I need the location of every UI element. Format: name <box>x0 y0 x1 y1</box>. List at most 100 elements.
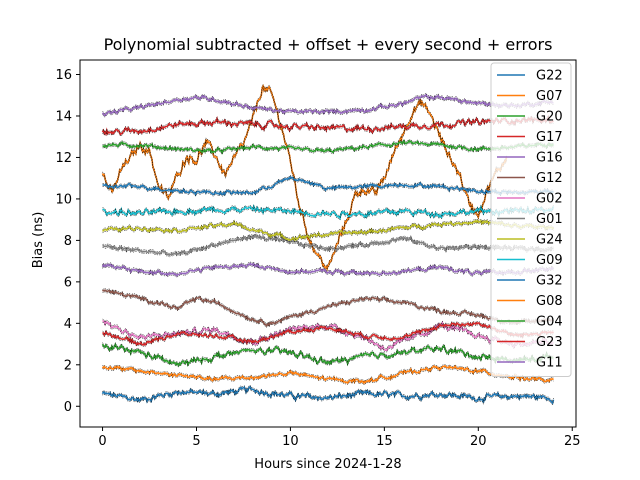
legend-box <box>490 62 572 377</box>
plot-area <box>101 83 555 406</box>
series-line-g32 <box>102 175 555 197</box>
x-tick-label: 0 <box>98 434 106 449</box>
error-lower-g32 <box>102 178 554 197</box>
series-g20 <box>102 138 555 156</box>
series-g22 <box>101 385 555 406</box>
series-line-g23 <box>102 321 555 347</box>
legend-item-g08: G08 <box>497 294 563 309</box>
x-tick-label: 15 <box>376 434 393 449</box>
error-lower-g08 <box>102 367 554 386</box>
series-line-g08 <box>101 364 554 385</box>
legend-item-g22: G22 <box>497 69 563 84</box>
legend-label: G04 <box>536 315 563 330</box>
legend-label: G20 <box>536 110 563 125</box>
legend-item-g04: G04 <box>497 315 563 330</box>
legend-label: G23 <box>536 335 563 350</box>
series-g07 <box>101 83 508 272</box>
legend-label: G17 <box>536 130 563 145</box>
y-tick-label: 12 <box>55 151 72 166</box>
series-line-g07 <box>101 83 508 272</box>
series-line-g01 <box>102 233 554 257</box>
legend: G22 G07 G20 G17 G16 G12 G02 G01 G24 G09 G32 G08 G04 G… <box>490 62 572 377</box>
axes: 0 5 10 15 20 25 0 2 4 6 8 10 12 14 16 <box>55 59 581 449</box>
error-lower-g02 <box>102 322 554 353</box>
legend-item-g17: G17 <box>497 130 563 145</box>
error-lower-g07 <box>102 87 507 272</box>
legend-item-g09: G09 <box>497 253 563 268</box>
legend-item-g07: G07 <box>497 89 563 104</box>
error-upper-g11 <box>102 261 554 275</box>
error-upper-g07 <box>102 83 507 269</box>
series-g01 <box>102 233 554 258</box>
legend-item-g16: G16 <box>497 151 563 166</box>
series-line-g20 <box>102 139 555 155</box>
error-lower-g09 <box>102 207 554 221</box>
series-line-g22 <box>101 385 555 405</box>
legend-label: G22 <box>536 69 563 84</box>
x-tick-label: 5 <box>192 434 200 449</box>
series-g08 <box>101 363 554 386</box>
error-upper-g01 <box>102 233 554 254</box>
y-tick-label: 2 <box>64 358 72 373</box>
legend-item-g20: G20 <box>497 110 563 125</box>
error-upper-g17 <box>102 114 554 134</box>
legend-item-g23: G23 <box>497 335 563 350</box>
error-upper-g20 <box>102 138 554 152</box>
series-lines <box>101 83 555 406</box>
series-g23 <box>102 320 555 347</box>
y-tick-label: 16 <box>55 68 72 83</box>
error-upper-g23 <box>102 320 554 344</box>
series-g11 <box>101 261 555 278</box>
series-line-g17 <box>101 114 554 137</box>
error-lower-g11 <box>102 264 554 278</box>
error-upper-g16 <box>102 92 554 114</box>
legend-label: G11 <box>536 356 563 371</box>
legend-label: G09 <box>536 253 563 268</box>
error-lower-g20 <box>102 142 554 156</box>
legend-label: G16 <box>536 151 563 166</box>
y-tick-label: 14 <box>55 109 72 124</box>
y-tick-label: 0 <box>64 400 72 415</box>
series-g32 <box>102 174 555 197</box>
series-g12 <box>101 288 554 328</box>
x-tick-label: 10 <box>282 434 299 449</box>
error-upper-g22 <box>102 385 554 403</box>
error-lower-g24 <box>102 221 554 243</box>
legend-label: G07 <box>536 89 563 104</box>
series-line-g11 <box>101 261 555 277</box>
y-axis-title: Bias (ns) <box>31 212 46 269</box>
series-g16 <box>101 92 554 118</box>
legend-label: G12 <box>536 171 563 186</box>
legend-label: G02 <box>536 192 563 207</box>
y-tick-label: 6 <box>64 275 72 290</box>
error-upper-g12 <box>102 288 554 325</box>
x-tick-label: 25 <box>564 434 581 449</box>
error-lower-g16 <box>102 96 554 118</box>
error-lower-g23 <box>102 324 554 347</box>
error-lower-g04 <box>102 345 554 368</box>
legend-item-g12: G12 <box>497 171 563 186</box>
error-upper-g04 <box>102 341 554 365</box>
series-line-g04 <box>101 342 554 368</box>
error-lower-g12 <box>102 291 554 328</box>
series-g09 <box>102 204 555 221</box>
series-g24 <box>102 218 555 243</box>
x-axis-title: Hours since 2024-1-28 <box>254 457 401 472</box>
series-g17 <box>101 114 554 137</box>
series-line-g16 <box>101 93 554 117</box>
legend-label: G08 <box>536 294 563 309</box>
legend-label: G24 <box>536 233 563 248</box>
legend-item-g01: G01 <box>497 212 563 227</box>
error-upper-g32 <box>102 174 554 194</box>
y-tick-label: 8 <box>64 234 72 249</box>
error-lower-g22 <box>102 388 554 406</box>
series-line-g12 <box>101 289 554 328</box>
series-line-g09 <box>102 204 555 221</box>
legend-label: G01 <box>536 212 563 227</box>
series-line-g24 <box>102 219 555 242</box>
error-lower-g17 <box>102 118 554 137</box>
y-tick-label: 4 <box>64 317 72 332</box>
legend-item-g11: G11 <box>497 356 563 371</box>
